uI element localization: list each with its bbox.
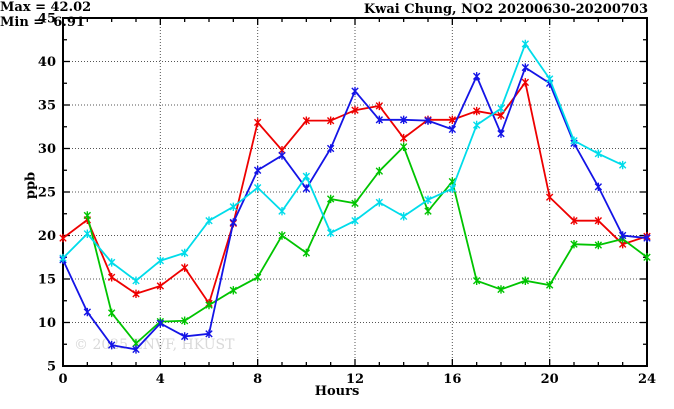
x-tick-label: 4	[156, 372, 165, 387]
x-tick-label: 16	[443, 372, 461, 387]
x-tick-label: 12	[346, 372, 364, 387]
y-tick-label: 30	[38, 142, 56, 157]
y-tick-label: 20	[38, 229, 56, 244]
y-tick-label: 5	[47, 360, 56, 375]
y-tick-label: 45	[38, 12, 56, 27]
legend-max-value: Max = 42.02	[0, 0, 92, 15]
chart-title: Kwai Chung, NO2 20200630-20200703	[363, 2, 648, 17]
x-tick-label: 8	[253, 372, 262, 387]
y-tick-label: 40	[38, 55, 56, 70]
x-tick-label: 0	[58, 372, 67, 387]
markers-series-2-green	[83, 142, 651, 348]
x-tick-label: 24	[638, 372, 656, 387]
watermark: © 2025 ENVF, HKUST	[74, 337, 235, 353]
x-axis-label: Hours	[314, 384, 360, 399]
line-series-2-green	[86, 145, 648, 345]
y-tick-label: 10	[38, 316, 56, 331]
x-tick-label: 20	[541, 372, 559, 387]
y-tick-label: 15	[38, 273, 56, 288]
y-tick-label: 35	[38, 99, 56, 114]
markers-series-4-cyan	[59, 39, 627, 285]
line-series-4-cyan	[62, 42, 624, 282]
y-tick-label: 25	[38, 186, 56, 201]
markers-series-1-red	[59, 78, 651, 308]
